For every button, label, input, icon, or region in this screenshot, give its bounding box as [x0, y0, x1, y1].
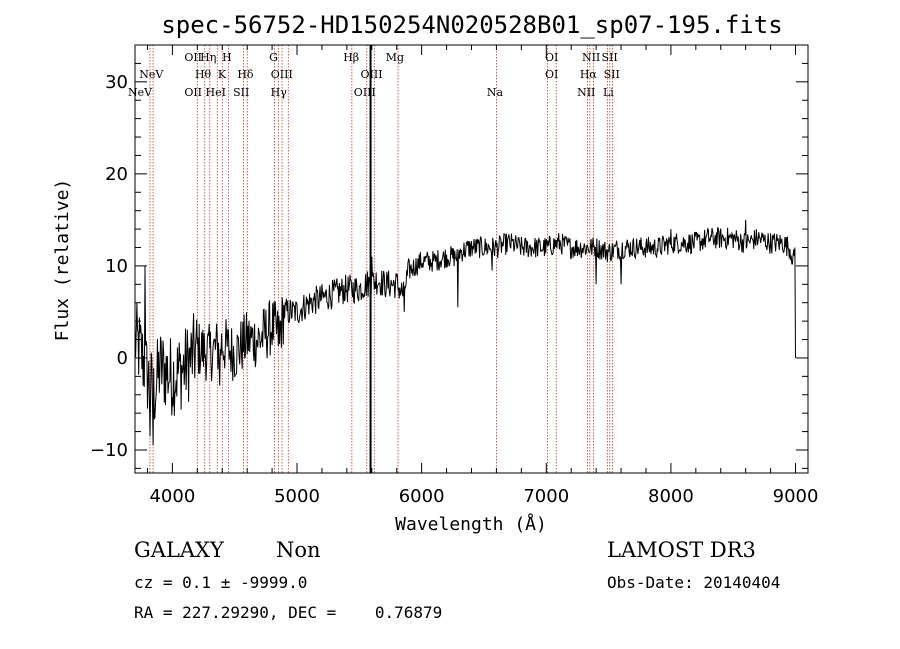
line-label: Hθ [195, 68, 212, 81]
line-label: Na [487, 86, 504, 99]
x-tick-label: 7000 [523, 486, 569, 507]
line-label: NII [577, 86, 595, 99]
line-label: Mg [386, 51, 404, 64]
y-tick-label: 30 [105, 72, 128, 93]
line-label: K [218, 68, 227, 81]
line-label: NeV [128, 86, 153, 99]
radec-readout: RA = 227.29290, DEC = 0.76879 [134, 603, 443, 622]
y-tick-label: −10 [90, 440, 128, 461]
line-label: Hα [580, 68, 598, 81]
subclass-label: Non [276, 538, 321, 562]
x-tick-label: 4000 [149, 486, 195, 507]
x-axis-label: Wavelength (Å) [395, 513, 547, 535]
line-label: Hη [200, 51, 216, 64]
survey-label: LAMOST DR3 [607, 538, 756, 562]
x-tick-label: 8000 [648, 486, 694, 507]
line-label: SII [233, 86, 249, 99]
line-label: NII [582, 51, 600, 64]
line-marker-group [149, 45, 613, 473]
obs-date-readout: Obs-Date: 20140404 [607, 573, 781, 592]
x-axis: 4000 5000 6000 7000 8000 9000 [146, 45, 819, 507]
line-label: OI [545, 51, 558, 64]
line-label: OII [184, 86, 202, 99]
line-label: OIII [360, 68, 382, 81]
line-label: HeI [206, 86, 226, 99]
x-tick-label: 6000 [399, 486, 445, 507]
plot-frame [134, 44, 809, 474]
line-label: OIII [271, 68, 293, 81]
x-tick-label: 5000 [274, 486, 320, 507]
line-label: G [269, 51, 278, 64]
y-tick-label: 10 [105, 256, 128, 277]
y-axis: −10 0 10 20 30 [90, 44, 808, 469]
line-label: OIII [354, 86, 376, 99]
spectrum-line [134, 219, 796, 446]
line-label: Hβ [343, 51, 359, 64]
spectrum-chart: spec-56752-HD150254N020528B01_sp07-195.f… [52, 11, 819, 535]
line-label: H [222, 51, 232, 64]
line-label: SII [604, 68, 620, 81]
x-tick-label: 9000 [773, 486, 819, 507]
line-label: Li [603, 86, 614, 99]
cz-readout: cz = 0.1 ± -9999.0 [134, 573, 308, 592]
chart-title: spec-56752-HD150254N020528B01_sp07-195.f… [161, 11, 782, 39]
y-tick-label: 0 [117, 348, 128, 369]
y-axis-label: Flux (relative) [52, 179, 73, 342]
line-label: SII [602, 51, 618, 64]
line-label: Hγ [271, 86, 288, 99]
y-tick-label: 20 [105, 164, 128, 185]
line-label: NeV [139, 68, 164, 81]
class-label: GALAXY [134, 538, 224, 562]
line-label: OI [545, 68, 558, 81]
line-label: Hδ [237, 68, 254, 81]
line-label: OII [184, 51, 202, 64]
